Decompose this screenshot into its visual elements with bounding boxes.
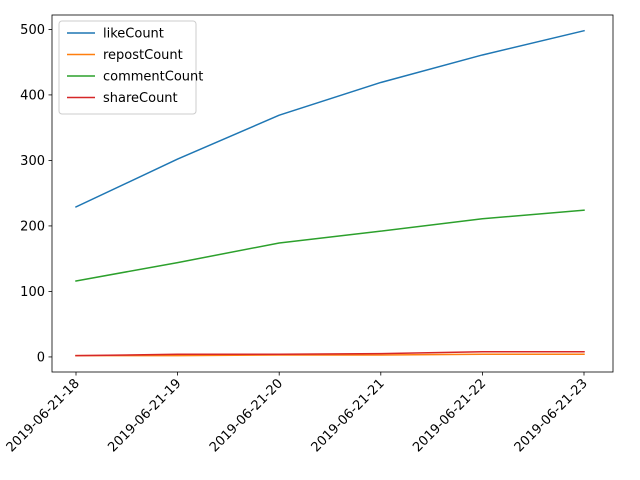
y-tick-label: 200 <box>20 219 45 234</box>
series-line-repostCount <box>75 353 585 357</box>
plot-frame <box>51 14 614 373</box>
legend-label-repostCount: repostCount <box>103 48 183 63</box>
y-tick-label: 500 <box>20 23 45 38</box>
legend-label-likeCount: likeCount <box>103 27 164 42</box>
series-line-likeCount <box>75 29 585 208</box>
series-line-shareCount <box>75 350 585 357</box>
y-tick-label: 0 <box>37 350 45 365</box>
y-tick-label: 400 <box>20 88 45 103</box>
y-tick-label: 100 <box>20 285 45 300</box>
series-line-commentCount <box>75 209 585 282</box>
legend-label-shareCount: shareCount <box>103 91 178 106</box>
legend: likeCount repostCount commentCount shareCou… <box>58 20 203 115</box>
legend-label-commentCount: commentCount <box>103 70 203 85</box>
y-tick-label: 300 <box>20 154 45 169</box>
legend-box <box>58 20 197 115</box>
series-layer <box>75 29 585 357</box>
